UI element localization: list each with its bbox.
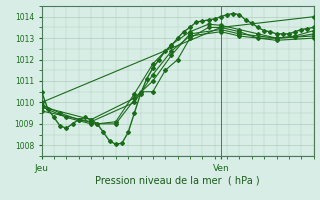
X-axis label: Pression niveau de la mer ( hPa ): Pression niveau de la mer ( hPa ) [95, 175, 260, 185]
